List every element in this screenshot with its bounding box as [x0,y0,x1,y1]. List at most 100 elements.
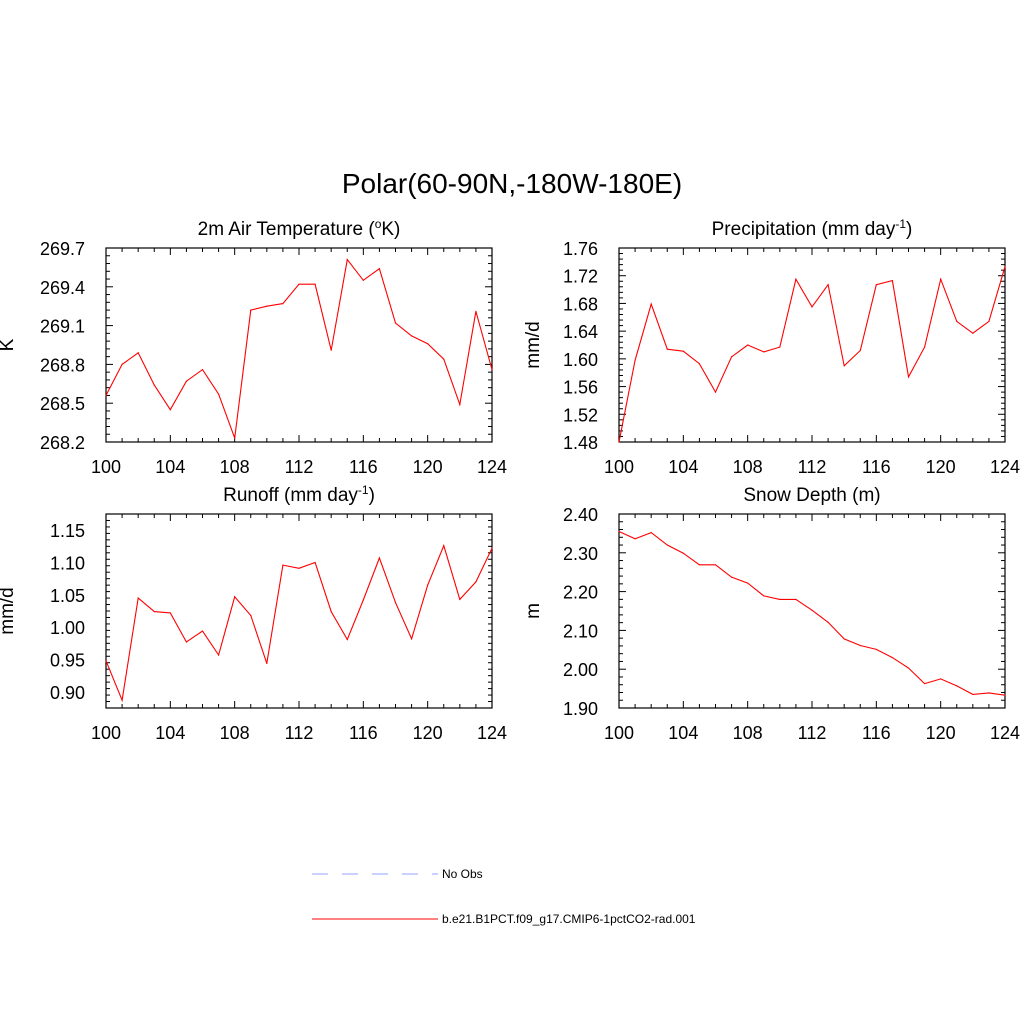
data-point [972,332,974,334]
data-point [763,595,765,597]
data-point [282,303,284,305]
data-point [137,352,139,354]
data-point [394,601,397,604]
data-point [491,547,493,549]
x-tick-label: 108 [220,457,250,477]
y-tick-label: 1.60 [563,350,598,370]
data-point [698,363,701,365]
data-point [972,693,974,696]
panel-title-main: 2m Air Temperature ( [198,219,376,240]
data-point [459,403,461,406]
data-point [298,283,300,285]
y-tick-label: 269.7 [40,239,85,259]
data-point [169,612,171,614]
data-point [475,581,477,583]
x-tick-label: 124 [477,723,507,743]
x-tick-label: 124 [990,723,1020,743]
data-point [443,358,445,360]
panel-title-main: Runoff (mm day [223,485,358,506]
data-point [378,557,381,559]
y-tick-label: 2.10 [563,621,598,641]
chart-panel-1: 100 104 108 112 116 120 124 268.2 268.5 268.8 269.… [0,217,507,477]
data-point [217,393,220,395]
y-tick-label: 1.10 [50,554,85,574]
data-point [394,322,397,324]
data-point [234,437,236,439]
data-point [137,597,139,599]
data-point [730,356,733,358]
data-point [795,278,797,280]
data-point [362,279,364,281]
y-tick-label: 0.90 [50,683,85,703]
chart-panel-4: 100 104 108 112 116 120 124 1.90 2.00 2.10 2.20 2.3… [523,485,1020,743]
y-axis-label: K [0,338,18,351]
data-point [298,567,300,569]
x-tick-label: 112 [798,723,827,743]
data-point [875,648,877,651]
plot-frame [618,247,1006,443]
data-point [923,682,926,685]
y-tick-label: 2.00 [563,660,598,680]
data-point [362,599,364,601]
data-point [940,278,942,280]
legend-label-model: b.e21.B1PCT.f09_g17.CMIP6-1pctCO2-rad.00… [442,912,696,926]
y-axis-label: m [523,603,544,619]
data-point [634,359,636,361]
data-point [730,576,733,578]
data-point [185,380,188,382]
panel-title-superscript: o [375,217,382,231]
data-point [427,343,429,345]
data-point [282,564,284,566]
y-tick-label: 2.20 [563,583,598,603]
x-tick-label: 100 [91,723,121,743]
data-point [185,641,188,643]
data-point [650,532,652,534]
y-tick-label: 1.64 [563,322,598,342]
y-tick-label: 1.68 [563,294,598,314]
data-point [714,391,717,393]
x-tick-label: 108 [733,723,763,743]
data-point [698,564,701,566]
data-point [940,678,942,680]
data-point [988,320,990,323]
x-tick-label: 108 [220,723,250,743]
data-point [779,598,781,600]
y-tick-label: 1.72 [563,267,598,287]
data-point [988,692,990,694]
data-point [201,630,204,632]
data-point [907,667,910,669]
y-tick-label: 2.40 [563,505,598,525]
data-point [491,368,493,371]
data-point [153,611,155,613]
data-point [682,350,684,352]
y-tick-label: 268.8 [40,355,85,375]
data-point [475,310,477,312]
data-point [443,545,445,547]
data-point [201,368,204,371]
y-tick-label: 0.95 [50,651,85,671]
x-tick-label: 120 [926,457,956,477]
data-point [779,346,781,348]
panel-title-end: ) [906,219,912,240]
data-point [346,638,348,641]
y-tick-label: 1.90 [563,699,598,719]
data-point [1004,266,1006,268]
data-point [666,544,668,546]
data-point [666,348,668,350]
legend-label-obs: No Obs [442,867,483,881]
data-point [346,259,348,261]
data-point [330,349,332,351]
panel-title-superscript: -1 [358,483,369,497]
plot-frame [105,247,493,443]
data-point [875,284,877,286]
data-point [153,384,155,386]
x-tick-label: 104 [668,457,698,477]
data-point [827,284,829,286]
data-point [956,685,958,687]
y-tick-label: 268.2 [40,433,85,453]
data-point [843,365,845,367]
y-tick-label: 1.48 [563,433,598,453]
data-point [378,268,381,270]
x-tick-label: 116 [862,723,891,743]
